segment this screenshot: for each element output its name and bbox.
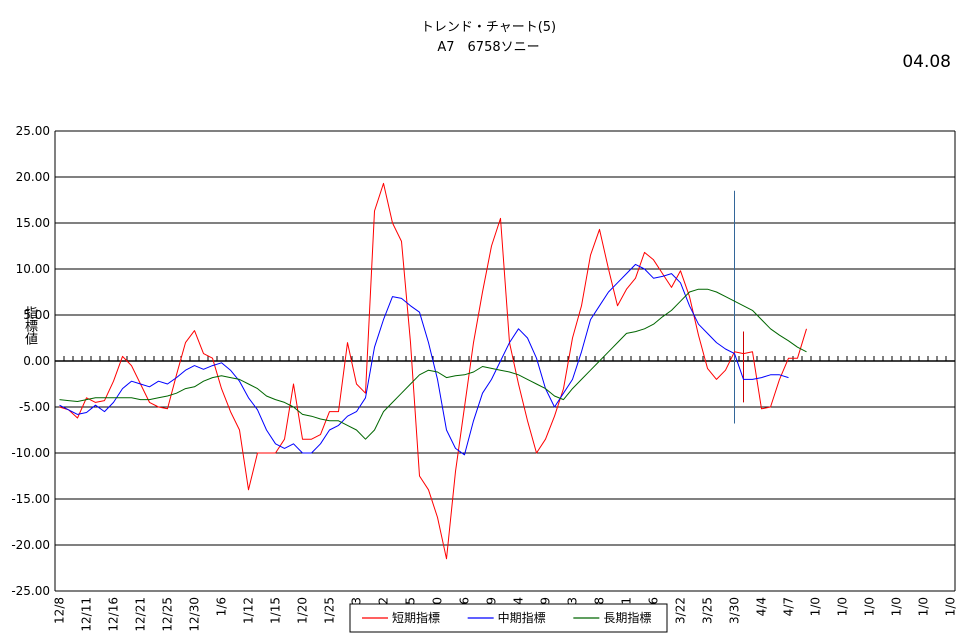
x-tick-label: 2 — [377, 597, 391, 605]
legend: 短期指標 中期指標 長期指標 — [349, 603, 668, 633]
x-tick-label: 3/30 — [728, 597, 742, 624]
x-tick-label: 0 — [431, 597, 445, 605]
x-tick-label: 4 — [512, 597, 526, 605]
x-tick-label: 12/11 — [80, 597, 94, 632]
x-tick-label: 4/7 — [782, 597, 796, 616]
y-tick-label: 10.00 — [16, 262, 50, 276]
x-tick-label: 12/30 — [188, 597, 202, 632]
x-tick-label: 1/0 — [809, 597, 823, 616]
series-line-1 — [59, 182, 807, 560]
x-tick-label: 1/12 — [242, 597, 256, 624]
x-tick-label: 3/25 — [701, 597, 715, 624]
x-tick-label: 6 — [458, 597, 472, 605]
y-tick-label: 20.00 — [16, 170, 50, 184]
x-tick-label: 1/25 — [323, 597, 337, 624]
chart-subtitle: A7 6758ソニー — [437, 40, 540, 55]
x-tick-label: 3 — [566, 597, 580, 605]
x-tick-label: 1/6 — [215, 597, 229, 616]
y-axis-label: 指標値 — [22, 306, 37, 345]
annotations — [734, 190, 744, 424]
date-stamp: 04.08 — [902, 52, 951, 72]
x-tick-label: 12/25 — [161, 597, 175, 632]
x-tick-label: 12/16 — [107, 597, 121, 632]
x-tick-label: 1/20 — [296, 597, 310, 624]
x-tick-labels: 12/8 12/11 12/16 12/21 12/25 12/30 1/6 1/12 1/15… — [53, 597, 958, 632]
x-tick-label: 3 — [350, 597, 364, 605]
y-tick-label: -15.00 — [11, 492, 50, 506]
series-line-2 — [59, 263, 789, 456]
x-tick-label: 1/0 — [944, 597, 958, 616]
y-tick-label: 25.00 — [16, 124, 50, 138]
x-tick-label: 1 — [620, 597, 634, 605]
x-tick-label: 3/22 — [674, 597, 688, 624]
axes — [54, 131, 956, 591]
y-tick-label: 0.00 — [23, 354, 50, 368]
x-tick-label: 12/8 — [53, 597, 67, 624]
chart-title: トレンド・チャート(5) — [420, 20, 557, 35]
x-tick-label: 12/21 — [134, 597, 148, 632]
y-tick-label: -25.00 — [11, 584, 50, 598]
x-tick-label: 9 — [485, 597, 499, 605]
legend-label: 中期指標 — [498, 610, 546, 625]
legend-label: 長期指標 — [603, 610, 651, 625]
x-tick-label: 5 — [404, 597, 418, 605]
legend-box — [349, 603, 668, 633]
legend-label: 短期指標 — [392, 610, 440, 625]
series-line-3 — [59, 288, 807, 440]
y-tick-label: 5.00 — [23, 308, 50, 322]
x-tick-label: 4/4 — [755, 597, 769, 616]
y-tick-label: -5.00 — [19, 400, 50, 414]
x-tick-label: 1/15 — [269, 597, 283, 624]
y-tick-label: -10.00 — [11, 446, 50, 460]
x-tick-label: 1/0 — [890, 597, 904, 616]
x-tick-label: 1/0 — [917, 597, 931, 616]
x-tick-label: 1/0 — [863, 597, 877, 616]
data-series — [59, 182, 807, 560]
x-tick-label: 1/0 — [836, 597, 850, 616]
x-tick-label: 8 — [593, 597, 607, 605]
y-tick-label: 15.00 — [16, 216, 50, 230]
x-tick-label: 9 — [539, 597, 553, 605]
y-tick-labels: 25.00 20.00 15.00 10.00 5.00 0.00 -5.00 -10.00 -… — [11, 124, 50, 598]
y-tick-label: -20.00 — [11, 538, 50, 552]
